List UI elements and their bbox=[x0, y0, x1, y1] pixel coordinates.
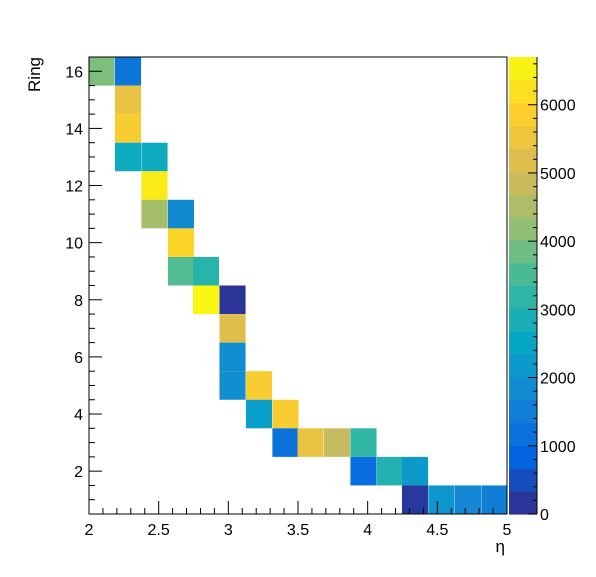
x-tick-label: 3 bbox=[224, 522, 233, 539]
palette-band bbox=[509, 57, 537, 81]
heatmap-cell bbox=[167, 256, 195, 286]
heatmap-cell bbox=[245, 371, 273, 400]
palette-tick-label: 6000 bbox=[540, 98, 576, 115]
heatmap-cell bbox=[323, 428, 351, 457]
palette-band bbox=[509, 308, 537, 332]
palette-band bbox=[509, 148, 537, 172]
heatmap-cell bbox=[141, 171, 168, 200]
palette-band bbox=[509, 194, 537, 218]
heatmap-cell bbox=[401, 485, 429, 514]
heatmap-cell bbox=[114, 114, 142, 143]
color-palette: 0 1000 2000 3000 4000 5000 6000 bbox=[509, 57, 576, 524]
y-tick-label: 4 bbox=[74, 407, 83, 424]
palette-tick-label: 1000 bbox=[540, 439, 576, 456]
palette-tick-label: 2000 bbox=[540, 371, 576, 388]
y-tick-label: 2 bbox=[74, 464, 83, 481]
heatmap-cell bbox=[297, 428, 324, 457]
palette-tick-label: 3000 bbox=[540, 302, 576, 319]
heatmap-cell bbox=[114, 57, 142, 86]
palette-band bbox=[509, 262, 537, 287]
heatmap-cell bbox=[272, 428, 299, 457]
heatmap-cell bbox=[272, 399, 299, 429]
heatmap-cell bbox=[219, 371, 246, 400]
heatmap-cell bbox=[245, 399, 273, 429]
heatmap-cell bbox=[114, 85, 142, 115]
heatmap-cell bbox=[350, 428, 377, 457]
heatmap-cell bbox=[350, 456, 377, 486]
palette-band bbox=[509, 376, 537, 401]
palette-band bbox=[509, 216, 537, 241]
y-tick-label: 14 bbox=[65, 121, 83, 138]
palette-band bbox=[509, 468, 537, 492]
x-tick-label: 2.5 bbox=[148, 522, 170, 539]
palette-tick-label: 0 bbox=[540, 507, 549, 524]
heatmap-cell bbox=[376, 456, 404, 486]
heatmap-cell bbox=[167, 228, 195, 257]
palette-tick-label: 5000 bbox=[540, 166, 576, 183]
heatmap-cell bbox=[192, 256, 220, 286]
heatmap-cells bbox=[88, 57, 508, 514]
heatmap-cell bbox=[141, 199, 168, 229]
heatmap-cell bbox=[141, 142, 168, 172]
heatmap-cell bbox=[428, 485, 455, 514]
heatmap-cell bbox=[401, 456, 429, 486]
palette-band bbox=[509, 79, 537, 104]
x-tick-label: 4.5 bbox=[426, 522, 448, 539]
y-tick-label: 8 bbox=[74, 293, 83, 310]
x-axis-label: η bbox=[496, 537, 505, 556]
palette-band bbox=[509, 445, 537, 469]
y-tick-label: 16 bbox=[65, 64, 83, 81]
heatmap-cell bbox=[219, 314, 246, 343]
y-axis-label: Ring bbox=[25, 57, 44, 92]
heatmap-cell bbox=[219, 342, 246, 372]
heatmap-cell bbox=[454, 485, 482, 514]
palette-band bbox=[509, 285, 537, 309]
palette-band bbox=[509, 399, 537, 424]
palette-band bbox=[509, 331, 537, 355]
palette-band bbox=[509, 422, 537, 447]
y-tick-label: 10 bbox=[65, 236, 83, 253]
palette-tick-label: 4000 bbox=[540, 234, 576, 251]
heatmap-cell bbox=[114, 142, 142, 172]
x-tick-label: 3.5 bbox=[287, 522, 309, 539]
heatmap-cell bbox=[167, 199, 195, 229]
y-tick-label: 12 bbox=[65, 179, 83, 196]
palette-band bbox=[509, 125, 537, 149]
palette-band bbox=[509, 171, 537, 195]
palette-band bbox=[509, 102, 537, 127]
heatmap-cell bbox=[481, 485, 508, 514]
x-tick-label: 4 bbox=[363, 522, 372, 539]
palette-band bbox=[509, 491, 537, 515]
axes: 2 2.5 3 3.5 4 4.5 5 2 4 6 8 10 12 14 16 bbox=[65, 56, 512, 539]
heatmap-cell bbox=[219, 285, 246, 315]
x-tick-label: 5 bbox=[503, 522, 512, 539]
palette-band bbox=[509, 239, 537, 264]
heatmap-cell bbox=[192, 285, 220, 315]
y-tick-label: 6 bbox=[74, 350, 83, 367]
x-tick-label: 2 bbox=[85, 522, 94, 539]
palette-band bbox=[509, 354, 537, 378]
